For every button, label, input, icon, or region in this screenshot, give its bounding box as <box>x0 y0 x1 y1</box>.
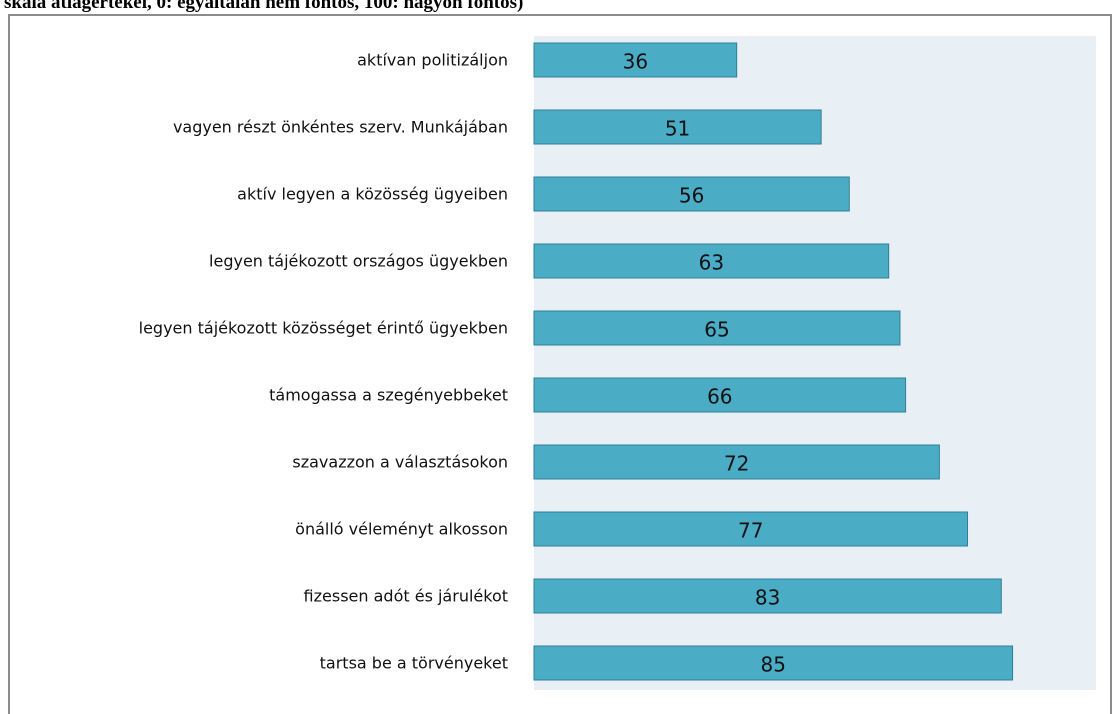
bar <box>533 109 822 145</box>
category-label: tartsa be a törvényeket <box>320 654 508 673</box>
category-label: szavazzon a választásokon <box>292 453 508 472</box>
bar <box>533 176 850 212</box>
value-label: 36 <box>623 50 648 74</box>
value-label: 83 <box>755 586 780 610</box>
category-label: önálló véleményt alkosson <box>295 520 508 539</box>
bar <box>533 511 969 547</box>
category-label: aktív legyen a közösség ügyeiben <box>237 185 508 204</box>
category-label: támogassa a szegényebbeket <box>269 386 508 405</box>
category-label: legyen tájékozott közösséget érintő ügye… <box>139 319 508 338</box>
category-label: legyen tájékozott országos ügyekben <box>209 252 508 271</box>
value-label: 77 <box>738 519 763 543</box>
bar <box>533 310 901 346</box>
value-label: 65 <box>704 318 729 342</box>
category-label: aktívan politizáljon <box>357 51 508 70</box>
bar <box>533 578 1002 614</box>
value-label: 85 <box>761 653 786 677</box>
bar <box>533 645 1014 681</box>
value-label: 51 <box>665 117 690 141</box>
bar <box>533 377 907 413</box>
bar <box>533 42 738 78</box>
bar <box>533 243 890 279</box>
category-label: vagyen részt önkéntes szerv. Munkájában <box>173 118 508 137</box>
category-label: fizessen adót és járulékot <box>304 587 508 606</box>
chart-caption: skála átlagértékei, 0: egyáltalán nem fo… <box>4 0 524 13</box>
value-label: 66 <box>707 385 732 409</box>
value-label: 72 <box>724 452 749 476</box>
bar <box>533 444 940 480</box>
value-label: 56 <box>679 184 704 208</box>
value-label: 63 <box>699 251 724 275</box>
